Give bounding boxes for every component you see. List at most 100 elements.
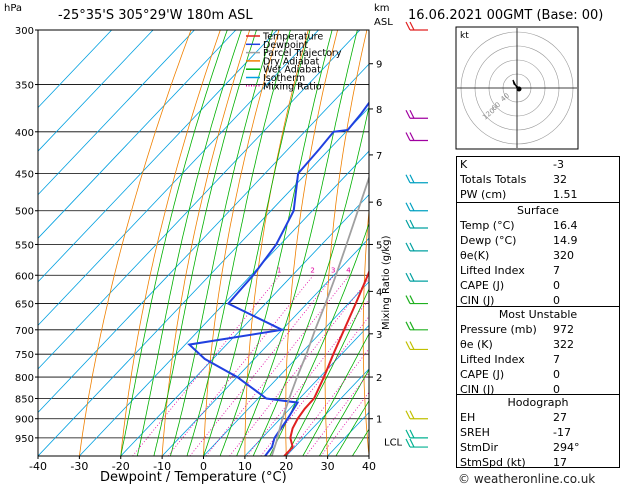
temperature-tick-label: 10	[238, 460, 252, 473]
pressure-tick-label: 850	[15, 394, 34, 405]
isotherm-line	[38, 30, 237, 239]
station-location: -25°35'S 305°29'W 180m ASL	[58, 8, 253, 23]
wind-barb	[405, 219, 428, 229]
wet-adiabat-line	[319, 368, 369, 456]
surface-label: θe(K)	[460, 249, 490, 262]
pressure-tick-label: 350	[15, 81, 34, 92]
legend-entry: Dry Adiabat	[263, 56, 320, 67]
most-unstable-value: 322	[553, 338, 574, 351]
legend-entry: Parcel Trajectory	[263, 48, 342, 59]
storm-motion-marker	[516, 86, 522, 92]
indices-panel: K -3 Totals Totals 32 PW (cm) 1.51	[456, 156, 620, 204]
temperature-tick-label: -20	[112, 460, 130, 473]
height-tick-label: 1	[376, 415, 382, 426]
index-row: Totals Totals 32	[457, 172, 619, 187]
height-tick-label: 9	[376, 60, 382, 71]
legend-entry: Wet Adiabat	[263, 65, 321, 76]
isotherm-line	[38, 30, 112, 109]
dry-adiabat-line	[362, 206, 369, 456]
hodograph-stat-value: 17	[553, 456, 567, 469]
dry-adiabat-line	[161, 30, 251, 456]
mixing-ratio-line	[246, 298, 369, 456]
dry-adiabat-line	[436, 30, 455, 456]
wet-adiabat-line	[302, 332, 369, 456]
wet-adiabat-line	[252, 105, 369, 456]
isotherm-line	[79, 150, 369, 456]
hodograph-ring-label: 40	[499, 92, 511, 104]
isotherm-line	[244, 324, 369, 456]
pressure-tick-label: 800	[15, 373, 34, 384]
pressure-tick-label: 450	[15, 169, 34, 180]
wind-barb	[405, 438, 428, 448]
parcel-trajectory-profile	[270, 175, 369, 456]
most-unstable-label: Lifted Index	[460, 353, 525, 366]
dry-adiabat-line	[285, 30, 338, 456]
surface-value: 320	[553, 249, 574, 262]
legend-entry: Isotherm	[263, 73, 305, 84]
surface-value: 0	[553, 279, 560, 292]
isotherm-line	[38, 30, 195, 196]
index-row: K -3	[457, 157, 619, 172]
asl-label: ASL	[374, 17, 393, 28]
most-unstable-row: CAPE (J) 0	[457, 367, 619, 382]
surface-row: CAPE (J) 0	[457, 278, 619, 293]
most-unstable-label: CAPE (J)	[460, 368, 505, 381]
hodograph-stat-row: SREH -17	[457, 425, 619, 440]
lcl-label: LCL	[384, 438, 403, 449]
pressure-tick-label: 600	[15, 271, 34, 282]
pressure-tick-label: 650	[15, 300, 34, 311]
temperature-tick-label: 30	[321, 460, 335, 473]
most-unstable-label: Pressure (mb)	[460, 323, 537, 336]
most-unstable-row: Lifted Index 7	[457, 352, 619, 367]
index-label: PW (cm)	[460, 188, 507, 201]
index-label: K	[460, 158, 468, 171]
index-label: Totals Totals	[460, 173, 527, 186]
mixing-ratio-label: 1	[277, 266, 281, 274]
mixing-ratio-label: 15	[422, 266, 431, 274]
most-unstable-title: Most Unstable	[498, 308, 578, 321]
mixing-ratio-line	[229, 277, 369, 456]
wind-barb	[405, 132, 428, 142]
dry-adiabat-line	[79, 30, 192, 456]
height-tick-label: 2	[376, 373, 382, 384]
surface-value: 16.4	[553, 219, 578, 232]
most-unstable-label: θe (K)	[460, 338, 493, 351]
pressure-tick-label: 900	[15, 415, 34, 426]
temperature-tick-label: 20	[279, 460, 293, 473]
wet-adiabat-line	[219, 30, 333, 456]
temperature-tick-label: -30	[70, 460, 88, 473]
height-tick-label: 8	[376, 105, 382, 116]
sounding-date: 16.06.2021 00GMT (Base: 00)	[408, 8, 604, 23]
surface-row: Temp (°C) 16.4	[457, 218, 619, 233]
dry-adiabat-line	[244, 30, 309, 456]
most-unstable-row: CIN (J) 0	[457, 382, 619, 397]
hodograph-stat-row: StmDir 294°	[457, 440, 619, 455]
isotherm-line	[285, 368, 369, 456]
surface-value: 7	[553, 264, 560, 277]
surface-value: 14.9	[553, 234, 578, 247]
isotherm-line	[38, 30, 154, 152]
wind-barb	[405, 321, 428, 331]
most-unstable-row: θe (K) 322	[457, 337, 619, 352]
pressure-tick-label: 950	[15, 434, 34, 445]
wet-adiabat-line	[120, 30, 228, 456]
copyright-footer: © weatheronline.co.uk	[458, 472, 596, 486]
hodograph-stat-label: EH	[460, 411, 476, 424]
wet-adiabat-line	[186, 30, 291, 456]
temperature-tick-label: 0	[200, 460, 207, 473]
index-value: 32	[553, 173, 567, 186]
pressure-tick-label: 550	[15, 240, 34, 251]
hodograph-stat-value: 27	[553, 411, 567, 424]
km-label: km	[374, 3, 390, 14]
surface-title: Surface	[517, 204, 559, 217]
pressure-tick-label: 500	[15, 207, 34, 218]
mixing-ratio-line	[189, 275, 335, 456]
most-unstable-panel: Most Unstable Pressure (mb) 972 θe (K) 322 Li…	[456, 306, 620, 396]
height-tick-label: 7	[376, 151, 382, 162]
most-unstable-value: 0	[553, 383, 560, 396]
wet-adiabat-line	[153, 30, 257, 456]
mixing-ratio-label: 4	[346, 266, 351, 274]
dry-adiabat-line	[400, 30, 425, 456]
wind-barb	[405, 21, 428, 31]
